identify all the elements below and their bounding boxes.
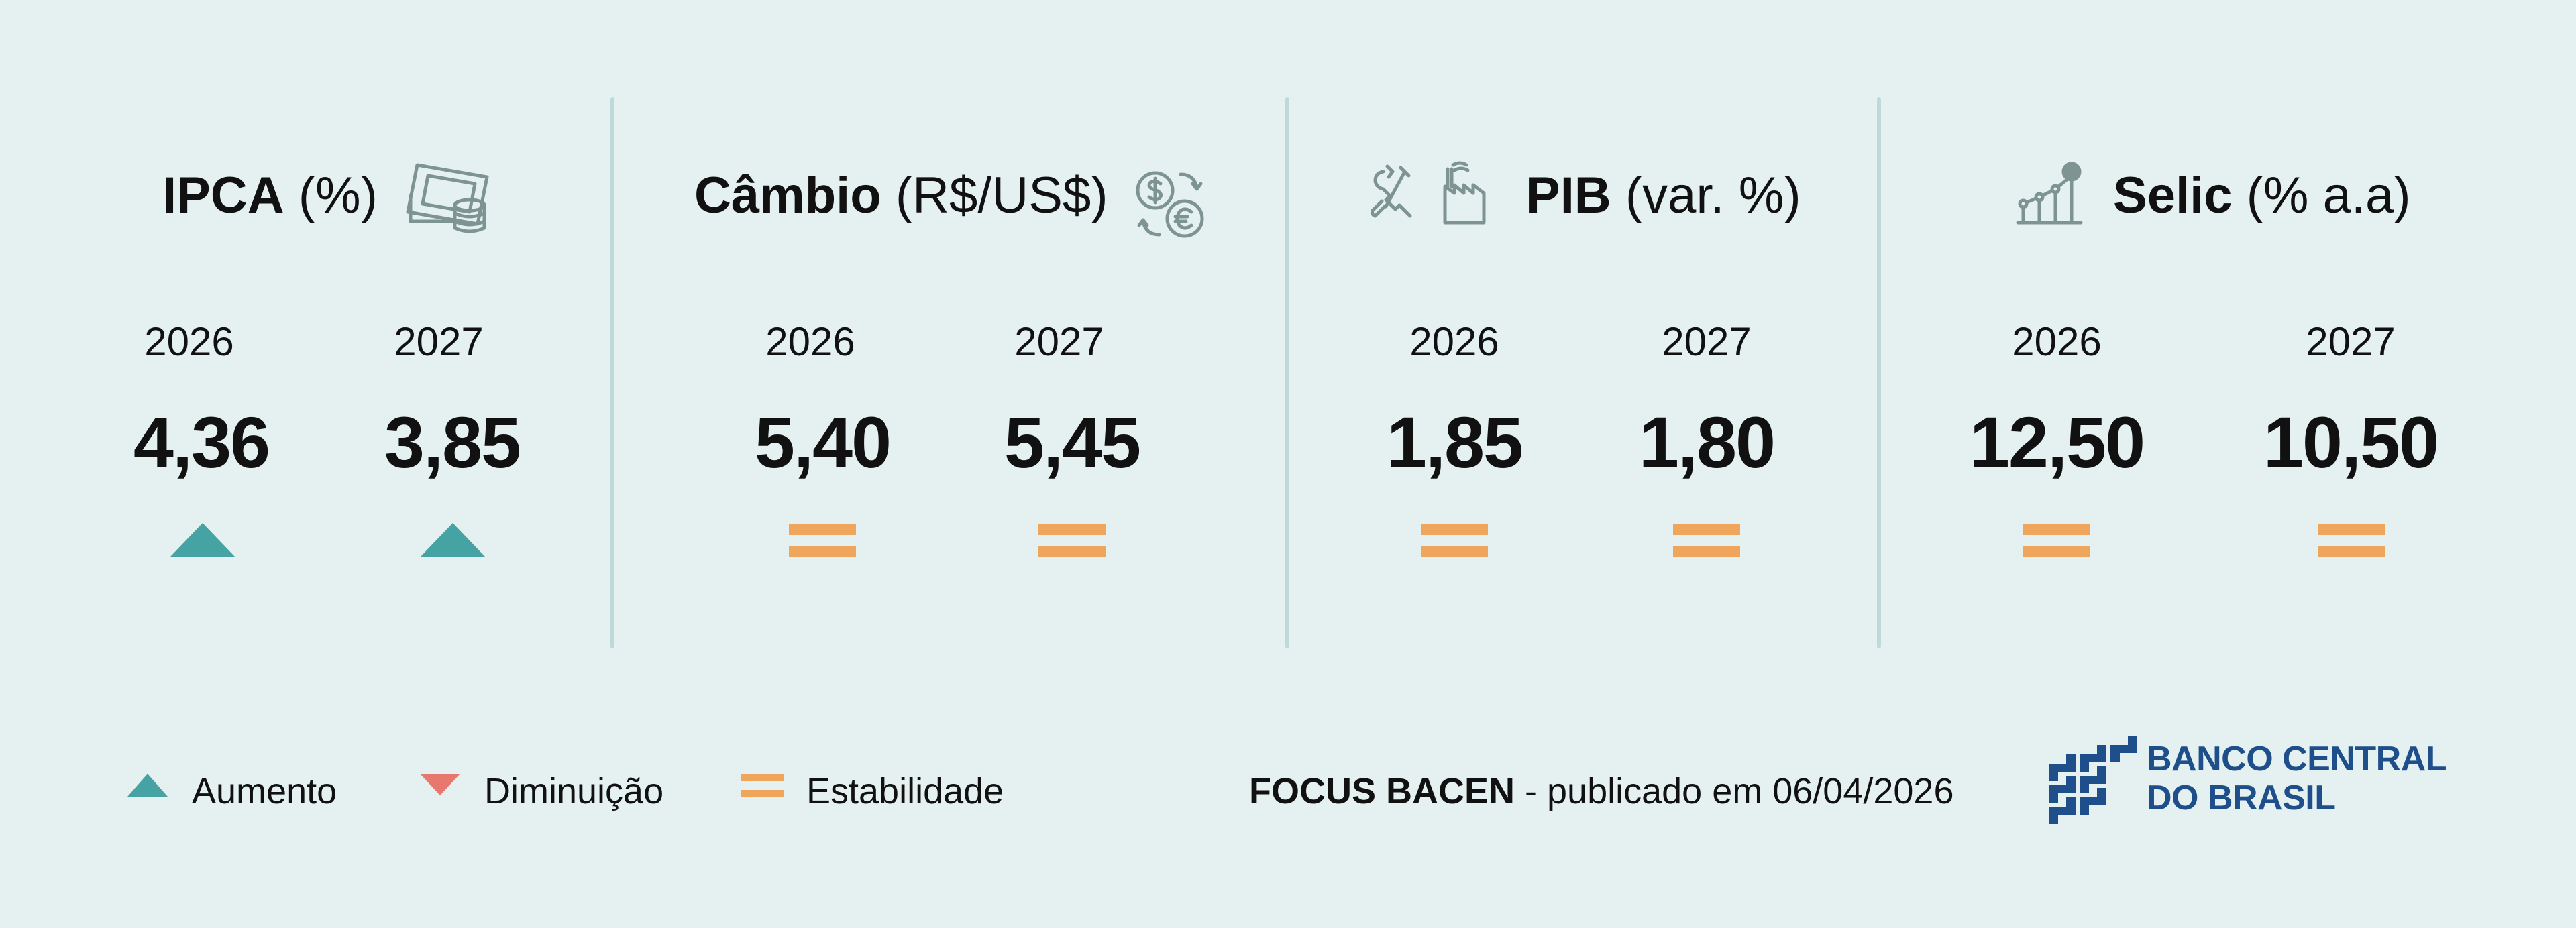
source-name: FOCUS BACEN <box>1249 771 1515 811</box>
indicator-name: IPCA <box>162 167 284 224</box>
legend: Aumento Diminuição Estabilidade <box>0 764 1140 818</box>
year-label: 2027 <box>1662 319 1752 364</box>
legend-label: Diminuição <box>484 771 664 811</box>
year-label: 2026 <box>2012 319 2102 364</box>
year-label: 2027 <box>394 319 484 364</box>
indicator-name: PIB <box>1526 167 1611 224</box>
equals-icon <box>741 771 784 805</box>
trend-stable-icon <box>2318 522 2385 562</box>
logo-line-1: BANCO CENTRAL <box>2147 740 2447 778</box>
year-label: 2027 <box>2306 319 2396 364</box>
trend-stable-icon <box>789 522 856 562</box>
value-2027: 1,80 <box>1638 402 1776 483</box>
legend-stable: Estabilidade <box>741 764 1036 818</box>
indicator-name: Selic <box>2113 167 2233 224</box>
value-2027: 3,85 <box>384 402 521 483</box>
value-2027: 5,45 <box>1004 402 1141 483</box>
year-label: 2026 <box>144 319 234 364</box>
year-label: 2026 <box>1409 319 1499 364</box>
year-label: 2026 <box>765 319 855 364</box>
value-2026: 4,36 <box>133 402 270 483</box>
money-coins-icon <box>404 156 498 236</box>
year-label: 2027 <box>1014 319 1104 364</box>
growth-chart-icon <box>2014 160 2084 227</box>
panel-title: PIB (var. %) <box>1526 156 1801 236</box>
value-2026: 12,50 <box>1969 402 2145 483</box>
indicator-unit: (% a.a) <box>2246 167 2411 224</box>
panel-selic: Selic (% a.a) 2026 2027 12,50 10,50 <box>0 0 2439 671</box>
legend-label: Estabilidade <box>806 771 1004 811</box>
bcb-logo-text: BANCO CENTRAL DO BRASIL <box>2147 740 2447 817</box>
indicator-unit: (%) <box>298 167 378 224</box>
panel-ipca: IPCA (%) 2026 2027 4,36 3,85 <box>0 0 590 671</box>
value-2027: 10,50 <box>2263 402 2439 483</box>
divider-2 <box>1285 97 1289 648</box>
bcb-logo-mark <box>2049 736 2137 824</box>
bcb-logo: BANCO CENTRAL DO BRASIL <box>2046 734 2449 828</box>
indicator-unit: (R$/US$) <box>895 167 1108 224</box>
tools-factory-icon <box>1366 158 1500 225</box>
publication-date: - publicado em 06/04/2026 <box>1525 771 1954 811</box>
legend-increase: Aumento <box>126 764 368 818</box>
triangle-up-icon <box>126 772 169 803</box>
logo-line-2: DO BRASIL <box>2147 778 2336 817</box>
panel-title: IPCA (%) <box>162 156 378 236</box>
trend-up-icon <box>419 522 486 562</box>
divider-3 <box>1877 97 1881 648</box>
indicator-unit: (var. %) <box>1625 167 1801 224</box>
trend-up-icon <box>169 522 236 562</box>
trend-stable-icon <box>1673 522 1740 562</box>
trend-stable-icon <box>1421 522 1488 562</box>
panel-pib: PIB (var. %) 2026 2027 1,85 1,80 <box>0 0 1801 671</box>
indicator-name: Câmbio <box>694 167 881 224</box>
divider-1 <box>610 97 614 648</box>
legend-decrease: Diminuição <box>419 764 700 818</box>
panel-title: Câmbio (R$/US$) <box>694 156 1108 236</box>
value-2026: 5,40 <box>754 402 892 483</box>
currency-exchange-icon <box>1132 168 1208 241</box>
value-2026: 1,85 <box>1386 402 1523 483</box>
legend-label: Aumento <box>192 771 337 811</box>
trend-stable-icon <box>2023 522 2090 562</box>
triangle-down-icon <box>419 772 462 803</box>
trend-stable-icon <box>1038 522 1106 562</box>
panel-title: Selic (% a.a) <box>2113 156 2411 236</box>
publication-note: FOCUS BACEN - publicado em 06/04/2026 <box>1249 764 1954 818</box>
panel-cambio: Câmbio (R$/US$) 2026 2027 5,40 5,45 <box>0 0 1204 671</box>
